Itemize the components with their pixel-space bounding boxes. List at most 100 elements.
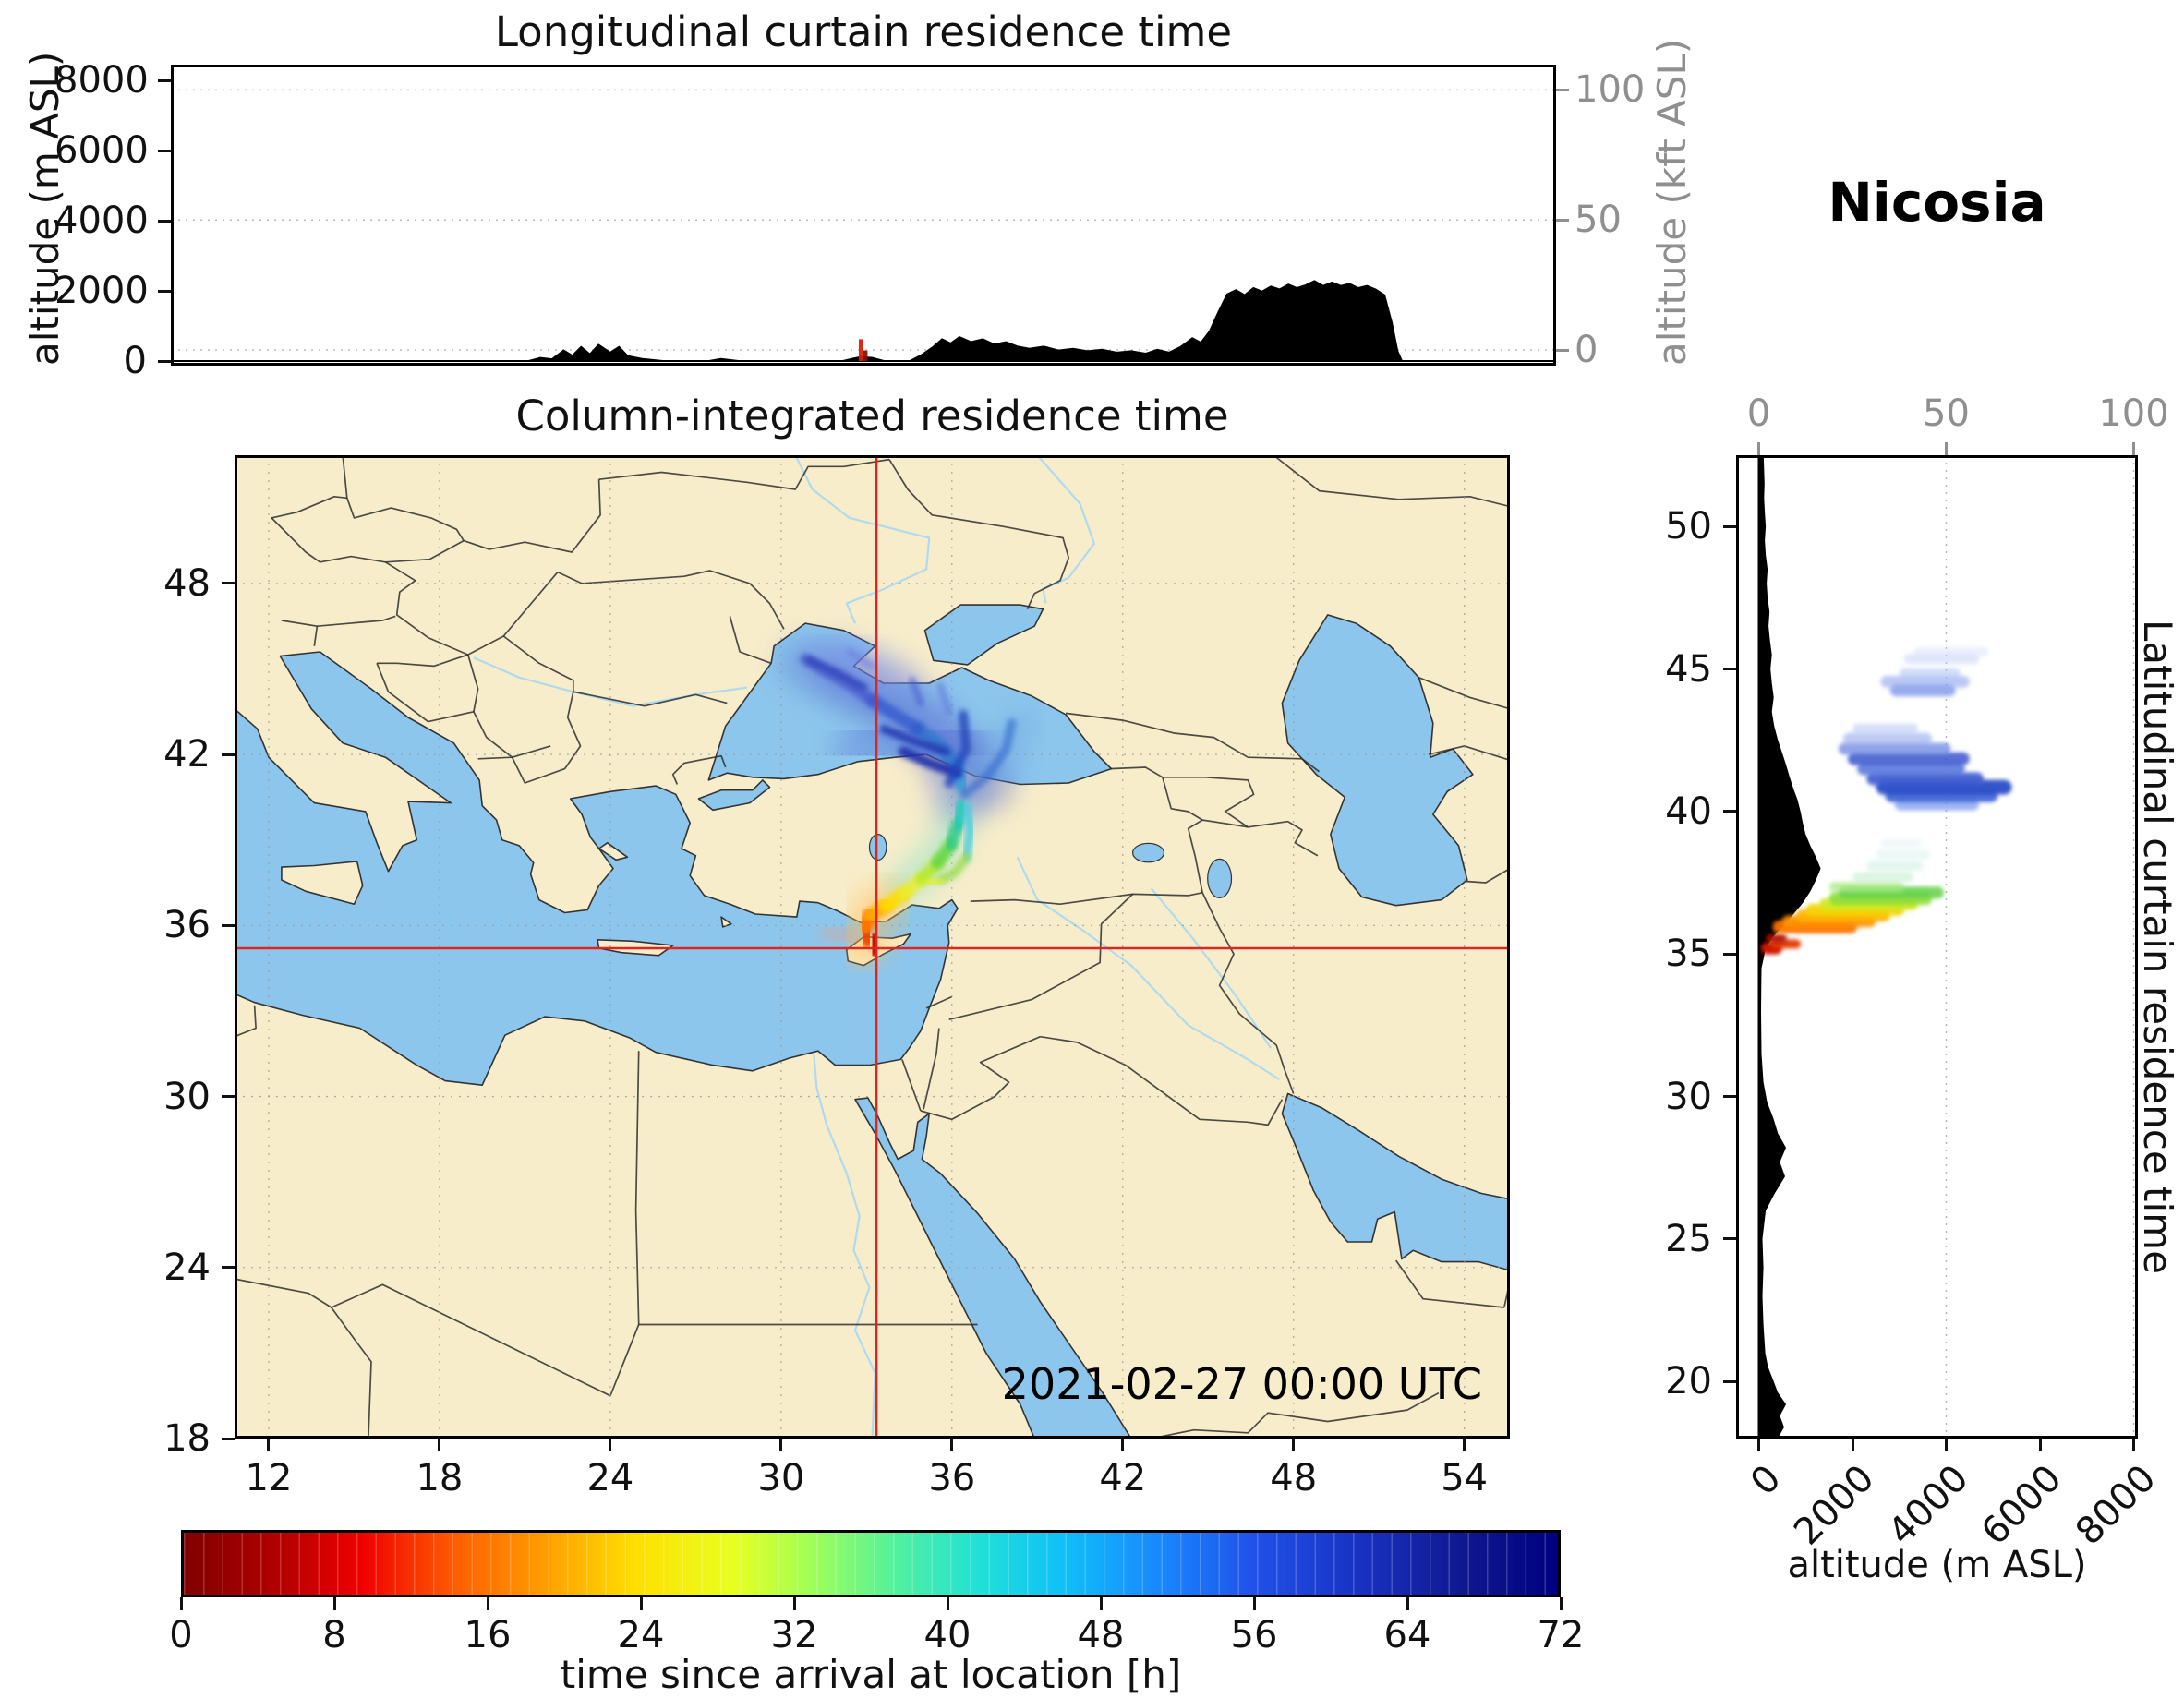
tick-mark [1851,1439,1854,1451]
colorbar-tick-label: 72 [1537,1614,1585,1656]
x-tick-label: 30 [757,1457,805,1499]
tick-mark [1556,88,1569,91]
y-tick-label: 30 [163,1075,211,1118]
plume-streak [1866,772,1985,786]
tick-mark [1252,1597,1256,1610]
tick-mark [2038,1439,2042,1451]
tick-mark [1406,1597,1409,1610]
x-tick-label: 18 [416,1457,464,1499]
colorbar-label: time since arrival at location [h] [560,1652,1182,1697]
longitudinal-curtain-panel [171,65,1556,366]
colorbar-tick-label: 56 [1230,1614,1278,1656]
plume-ground-mark [859,339,863,361]
plume-streak [1766,933,1787,943]
plume-streak [1880,675,1970,688]
tick-mark [1559,1597,1563,1610]
x-tick-label: 48 [1270,1457,1318,1499]
plume-streak [1880,837,1924,848]
map-lakes [868,834,1233,898]
tick-mark [267,1439,271,1451]
lat-panel-x-axis-label: altitude (m ASL) [1787,1544,2087,1586]
tick-mark [332,1597,336,1610]
tick-mark [1463,1439,1466,1451]
longitudinal-curtain-title: Longitudinal curtain residence time [494,7,1233,56]
y-tick-label: 8000 [54,59,149,102]
tick-mark [779,1439,783,1451]
station-name: Nicosia [1828,171,2046,234]
tick-mark [792,1597,796,1610]
y-tick-label: 42 [163,733,211,777]
tick-mark [179,1597,183,1610]
tick-mark [2132,1439,2135,1451]
colorbar-tick-label: 16 [464,1614,512,1656]
lat-tick-label: 50 [1665,505,1712,548]
y-tick-label: 2000 [54,270,149,312]
lat-tick-label: 45 [1665,647,1712,691]
map-gridlines [235,455,1510,1439]
map-title: Column-integrated residence time [515,391,1229,440]
y-tick-label: 24 [163,1246,211,1289]
tick-mark [1121,1439,1125,1451]
lat-tick-label: 40 [1665,789,1712,833]
latitudinal-curtain-canvas [1736,455,2138,1439]
x-tick-label: 42 [1099,1457,1147,1499]
x-tick-label: 54 [1441,1457,1489,1499]
tick-mark [1556,348,1569,352]
y-tick-label: 36 [163,904,211,947]
plume-streak [1847,752,1970,765]
tick-mark [222,1266,235,1270]
plume-streak [1838,742,1951,755]
tick-mark [2132,442,2135,455]
lat-tick-label: 30 [1665,1075,1712,1118]
colorbar-tick-label: 32 [770,1614,818,1656]
tick-mark [1292,1439,1296,1451]
plume-streak [1899,668,1961,679]
tick-mark [1723,810,1736,813]
colorbar-tick-label: 64 [1383,1614,1431,1656]
tick-mark [158,289,171,293]
tick-mark [1757,442,1760,455]
y-tick-label: 4000 [54,199,149,242]
colorbar-tick-label: 8 [322,1614,346,1656]
tick-mark [222,1095,235,1099]
tick-mark [950,1439,954,1451]
y-tick-label: 0 [123,340,147,382]
kft-tick-label: 0 [1746,392,1771,435]
x-tick-label: 36 [928,1457,976,1499]
tick-mark [438,1439,441,1451]
map-rivers [473,455,1280,1439]
tick-mark [158,78,171,82]
y-tick-label: 48 [163,561,211,605]
colorbar-tick-label: 24 [617,1614,665,1656]
terrain-profile-latitude [1757,455,1821,1439]
plume-streak [1842,732,1933,745]
tick-mark [1723,1379,1736,1383]
lat-tick-label: 35 [1665,933,1712,976]
tick-mark [639,1597,643,1610]
colorbar-segments [184,1533,1558,1595]
map-canvas [235,455,1510,1439]
tick-mark [1757,1439,1760,1451]
tick-mark [1945,1439,1948,1451]
y-tick-label-kft: 50 [1575,199,1622,242]
tick-mark [222,582,235,585]
tick-mark [486,1597,489,1610]
longitudinal-curtain-canvas [171,65,1556,366]
lat-tick-label: 25 [1665,1217,1712,1260]
y-tick-label-kft: 100 [1575,68,1646,112]
y-tick-label: 18 [163,1417,211,1460]
tick-mark [609,1439,612,1451]
y-tick-label: 6000 [54,129,149,172]
colorbar [181,1530,1561,1597]
x-tick-label: 24 [586,1457,634,1499]
tick-mark [222,1437,235,1440]
lat-tick-label: 20 [1665,1360,1712,1403]
plume-streak [1852,723,1919,734]
colorbar-tick-label: 0 [169,1614,193,1656]
tick-mark [1723,1237,1736,1241]
plume-streak [1913,647,1989,656]
y-tick-label-kft: 0 [1575,329,1599,371]
kft-tick-label: 50 [1923,392,1970,435]
kft-tick-label: 100 [2098,392,2169,435]
